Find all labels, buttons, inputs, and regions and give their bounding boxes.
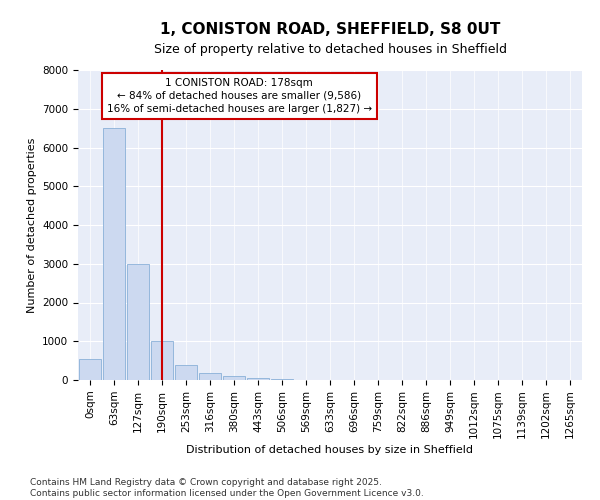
Bar — [247, 378, 269, 380]
Bar — [199, 373, 221, 380]
Text: Contains HM Land Registry data © Crown copyright and database right 2025.
Contai: Contains HM Land Registry data © Crown c… — [30, 478, 424, 498]
Bar — [151, 341, 173, 380]
Bar — [127, 264, 149, 380]
Bar — [271, 379, 293, 380]
Text: 1 CONISTON ROAD: 178sqm
← 84% of detached houses are smaller (9,586)
16% of semi: 1 CONISTON ROAD: 178sqm ← 84% of detache… — [107, 78, 372, 114]
X-axis label: Distribution of detached houses by size in Sheffield: Distribution of detached houses by size … — [187, 446, 473, 456]
Y-axis label: Number of detached properties: Number of detached properties — [26, 138, 37, 312]
Text: 1, CONISTON ROAD, SHEFFIELD, S8 0UT: 1, CONISTON ROAD, SHEFFIELD, S8 0UT — [160, 22, 500, 38]
Bar — [79, 358, 101, 380]
Bar — [223, 376, 245, 380]
Bar — [103, 128, 125, 380]
Bar — [175, 366, 197, 380]
Text: Size of property relative to detached houses in Sheffield: Size of property relative to detached ho… — [154, 42, 506, 56]
